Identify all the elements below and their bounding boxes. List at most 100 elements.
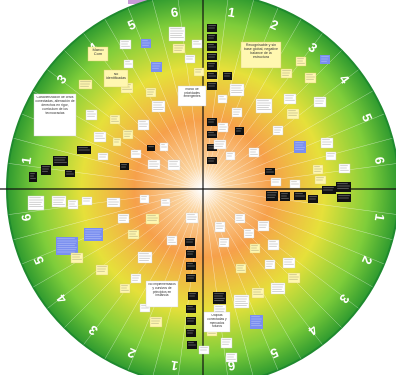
sticky-note[interactable] bbox=[137, 251, 153, 264]
sticky-note[interactable] bbox=[255, 98, 273, 114]
sticky-note[interactable] bbox=[218, 237, 230, 248]
note-left-block[interactable]: Caracterización de crisis conectadas, al… bbox=[33, 93, 77, 137]
sticky-note[interactable] bbox=[27, 195, 45, 211]
sticky-note[interactable] bbox=[225, 352, 238, 363]
sticky-note[interactable] bbox=[65, 170, 75, 177]
sticky-note[interactable] bbox=[207, 72, 217, 79]
sticky-note[interactable] bbox=[248, 147, 260, 158]
sticky-note[interactable] bbox=[214, 221, 226, 233]
sticky-note[interactable] bbox=[130, 273, 142, 284]
sticky-note[interactable] bbox=[78, 79, 93, 90]
sticky-note[interactable] bbox=[312, 164, 324, 175]
sticky-note[interactable] bbox=[264, 259, 276, 270]
sticky-note[interactable] bbox=[320, 55, 330, 64]
sticky-note[interactable] bbox=[304, 72, 317, 84]
note-bottom-right[interactable]: Utopias conectadas y mercados futuros bbox=[203, 311, 231, 333]
sticky-note[interactable] bbox=[225, 151, 236, 161]
sticky-note[interactable] bbox=[235, 263, 247, 274]
sticky-note[interactable] bbox=[147, 145, 155, 151]
sticky-note[interactable] bbox=[243, 228, 255, 239]
sticky-note[interactable] bbox=[167, 159, 181, 171]
sticky-note[interactable] bbox=[314, 175, 327, 185]
sticky-note[interactable] bbox=[207, 34, 217, 41]
sticky-note[interactable] bbox=[120, 163, 129, 170]
sticky-note[interactable] bbox=[286, 108, 300, 120]
sticky-note[interactable] bbox=[282, 257, 296, 269]
sticky-note[interactable] bbox=[67, 199, 79, 210]
sticky-note[interactable] bbox=[207, 144, 217, 151]
sticky-note[interactable] bbox=[325, 151, 337, 161]
note-center-top[interactable]: marco de prioridades emergentes bbox=[177, 85, 207, 107]
sticky-note[interactable] bbox=[137, 119, 150, 131]
sticky-note[interactable] bbox=[159, 142, 169, 152]
sticky-note[interactable] bbox=[122, 129, 134, 140]
sticky-note[interactable] bbox=[70, 252, 84, 264]
note-tl-noid[interactable]: No identificadas bbox=[103, 69, 129, 88]
sticky-note[interactable] bbox=[191, 39, 203, 49]
sticky-note[interactable] bbox=[289, 179, 301, 189]
sticky-note[interactable] bbox=[84, 228, 103, 241]
sticky-note[interactable] bbox=[145, 87, 157, 98]
sticky-note[interactable] bbox=[217, 94, 228, 104]
sticky-note[interactable] bbox=[280, 192, 290, 201]
sticky-note[interactable] bbox=[127, 229, 140, 240]
sticky-note[interactable] bbox=[85, 109, 98, 121]
sticky-note[interactable] bbox=[267, 239, 280, 251]
sticky-note[interactable] bbox=[53, 156, 68, 166]
sticky-note[interactable] bbox=[123, 59, 134, 69]
sticky-note[interactable] bbox=[207, 53, 217, 60]
sticky-note[interactable] bbox=[265, 168, 275, 175]
sticky-note[interactable] bbox=[338, 163, 351, 174]
sticky-note[interactable] bbox=[270, 177, 282, 187]
sticky-note[interactable] bbox=[141, 39, 151, 48]
sticky-note[interactable] bbox=[112, 137, 122, 147]
sticky-note[interactable] bbox=[166, 235, 178, 246]
sticky-note[interactable] bbox=[193, 67, 205, 77]
sticky-note[interactable] bbox=[184, 54, 196, 64]
sticky-note[interactable] bbox=[295, 56, 307, 67]
sticky-note[interactable] bbox=[234, 213, 246, 224]
sticky-note[interactable] bbox=[207, 131, 217, 138]
sticky-note[interactable] bbox=[220, 337, 233, 349]
sticky-note[interactable] bbox=[149, 316, 163, 328]
sticky-note[interactable] bbox=[151, 100, 166, 113]
sticky-note[interactable] bbox=[97, 152, 109, 161]
sticky-note[interactable] bbox=[250, 315, 263, 329]
sticky-note[interactable] bbox=[217, 122, 229, 133]
sticky-note[interactable] bbox=[81, 196, 93, 206]
sticky-note[interactable] bbox=[233, 294, 250, 309]
sticky-note[interactable] bbox=[109, 114, 121, 125]
sticky-note[interactable] bbox=[29, 172, 37, 182]
note-bottom-center[interactable]: No implementados y cursivos de principio… bbox=[145, 280, 179, 308]
sticky-note[interactable] bbox=[207, 157, 217, 164]
sticky-note[interactable] bbox=[119, 39, 132, 50]
sticky-note[interactable] bbox=[139, 303, 151, 313]
sticky-note[interactable] bbox=[336, 182, 351, 192]
note-tl-marco[interactable]: Marco Com bbox=[87, 46, 109, 62]
sticky-note[interactable] bbox=[257, 220, 270, 232]
sticky-note[interactable] bbox=[106, 197, 121, 208]
sticky-note[interactable] bbox=[313, 96, 327, 108]
sticky-note[interactable] bbox=[213, 139, 227, 150]
note-tr-heading[interactable]: Recognisable y sin base global, negative… bbox=[240, 41, 282, 69]
sticky-note[interactable] bbox=[185, 212, 199, 224]
sticky-note[interactable] bbox=[160, 198, 171, 207]
sticky-note[interactable] bbox=[119, 283, 131, 294]
sticky-note[interactable] bbox=[41, 165, 51, 175]
sticky-note[interactable] bbox=[320, 137, 334, 149]
sticky-note[interactable] bbox=[172, 43, 186, 54]
sticky-note[interactable] bbox=[117, 213, 130, 224]
sticky-note[interactable] bbox=[130, 149, 142, 159]
sticky-note[interactable] bbox=[51, 195, 67, 208]
sticky-note[interactable] bbox=[168, 26, 186, 42]
sticky-note[interactable] bbox=[272, 125, 284, 136]
sticky-note[interactable] bbox=[151, 62, 162, 72]
sticky-note[interactable] bbox=[95, 264, 109, 276]
sticky-note[interactable] bbox=[251, 287, 265, 299]
sticky-note[interactable] bbox=[280, 68, 293, 79]
sticky-note[interactable] bbox=[147, 159, 161, 170]
sticky-note[interactable] bbox=[270, 282, 286, 295]
sticky-note[interactable] bbox=[139, 194, 150, 204]
sticky-note[interactable] bbox=[145, 213, 160, 225]
sticky-note[interactable] bbox=[231, 107, 243, 118]
